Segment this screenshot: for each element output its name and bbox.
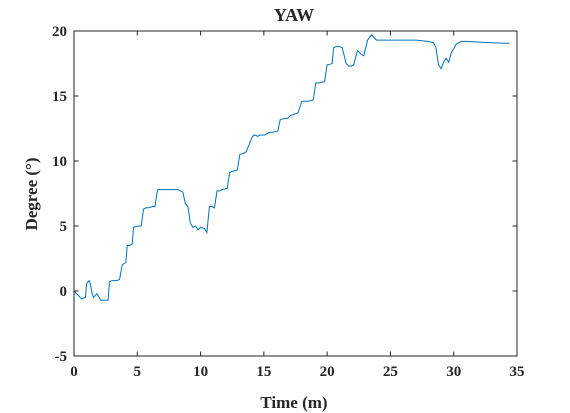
y-tick-label: 5	[60, 219, 68, 235]
y-tick-label: 20	[52, 24, 67, 40]
y-axis-label: Degree (°)	[22, 157, 41, 230]
y-tick-label: 15	[52, 89, 67, 105]
x-axis-label: Time (m)	[260, 393, 327, 412]
x-tick-label: 30	[446, 364, 461, 380]
y-tick-label: 0	[60, 284, 68, 300]
series-line-0	[73, 34, 510, 301]
x-tick-label: 20	[320, 364, 335, 380]
x-tick-label: 15	[256, 364, 271, 380]
y-tick-label: -5	[55, 349, 68, 365]
y-tick-label: 10	[52, 154, 67, 170]
x-tick-label: 0	[70, 364, 78, 380]
axes-box	[73, 30, 518, 357]
x-tick-label: 5	[134, 364, 142, 380]
chart-title: YAW	[274, 5, 314, 25]
plot-area	[73, 34, 510, 301]
x-tick-label: 35	[510, 364, 525, 380]
x-tick-label: 10	[193, 364, 208, 380]
x-tick-label: 25	[383, 364, 398, 380]
